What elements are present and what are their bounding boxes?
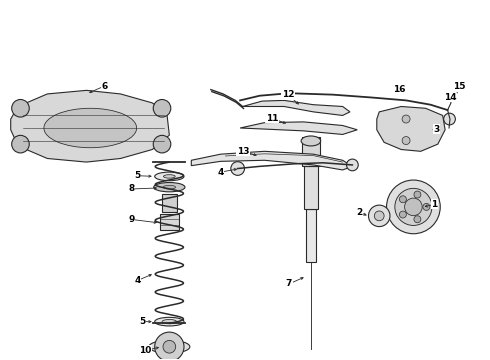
Ellipse shape — [154, 183, 185, 192]
Circle shape — [12, 99, 29, 117]
Circle shape — [414, 191, 421, 198]
Circle shape — [402, 136, 410, 144]
Text: 2: 2 — [357, 208, 363, 217]
Bar — [302, 137, 319, 166]
Text: 10: 10 — [139, 346, 151, 355]
Circle shape — [153, 135, 171, 153]
Polygon shape — [240, 122, 357, 134]
Circle shape — [414, 216, 421, 223]
Text: 15: 15 — [454, 82, 466, 91]
Circle shape — [155, 332, 184, 360]
Ellipse shape — [44, 108, 137, 148]
Ellipse shape — [149, 340, 190, 353]
Bar — [304, 166, 318, 209]
Text: 1: 1 — [431, 200, 438, 209]
Text: 5: 5 — [139, 317, 146, 326]
Text: 3: 3 — [433, 125, 440, 134]
Ellipse shape — [155, 172, 184, 181]
Circle shape — [402, 115, 410, 123]
Text: 8: 8 — [129, 184, 135, 193]
Circle shape — [443, 113, 455, 125]
Circle shape — [346, 159, 358, 171]
Circle shape — [387, 180, 440, 234]
Text: 12: 12 — [282, 90, 294, 99]
Text: 13: 13 — [237, 147, 249, 156]
Ellipse shape — [162, 319, 177, 324]
Ellipse shape — [301, 136, 320, 146]
Polygon shape — [11, 90, 170, 162]
Text: 5: 5 — [134, 171, 141, 180]
Circle shape — [399, 211, 406, 218]
Circle shape — [368, 205, 390, 226]
Circle shape — [395, 188, 432, 225]
Polygon shape — [191, 151, 352, 170]
Circle shape — [153, 99, 171, 117]
Text: 9: 9 — [128, 215, 135, 224]
Text: 6: 6 — [101, 82, 107, 91]
Polygon shape — [377, 107, 445, 151]
Text: 16: 16 — [393, 85, 406, 94]
Text: 4: 4 — [218, 168, 224, 177]
Circle shape — [374, 211, 384, 221]
Circle shape — [399, 196, 406, 203]
Circle shape — [423, 203, 430, 210]
Ellipse shape — [163, 185, 175, 189]
Text: 11: 11 — [266, 114, 278, 123]
Ellipse shape — [155, 318, 184, 326]
Polygon shape — [243, 100, 350, 116]
Circle shape — [405, 198, 422, 216]
Circle shape — [231, 162, 245, 175]
Bar — [160, 214, 179, 230]
Text: 4: 4 — [134, 276, 141, 285]
Bar — [306, 209, 316, 262]
Text: 7: 7 — [286, 279, 292, 288]
Circle shape — [163, 341, 176, 353]
Text: 14: 14 — [443, 93, 456, 102]
Bar — [162, 194, 177, 212]
Ellipse shape — [164, 175, 175, 178]
Circle shape — [12, 135, 29, 153]
